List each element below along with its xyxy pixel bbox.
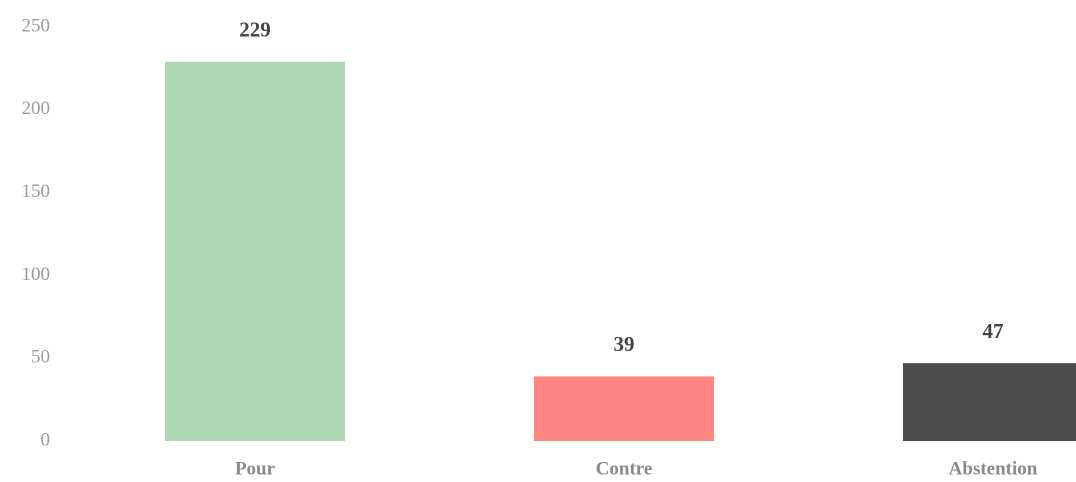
y-tick-label: 200 [22, 98, 51, 119]
value-label: 229 [239, 18, 271, 42]
y-tick-label: 0 [41, 429, 51, 450]
y-tick-label: 150 [22, 181, 51, 202]
bar [534, 376, 714, 441]
y-tick-label: 250 [22, 15, 51, 36]
y-tick-label: 100 [22, 264, 51, 285]
x-tick-label: Pour [235, 458, 276, 479]
x-tick-label: Abstention [949, 458, 1038, 479]
y-tick-label: 50 [31, 347, 50, 368]
x-tick-label: Contre [596, 458, 653, 479]
value-label: 39 [614, 332, 635, 356]
bar [903, 363, 1076, 441]
value-label: 47 [983, 319, 1004, 343]
bar [165, 61, 345, 441]
